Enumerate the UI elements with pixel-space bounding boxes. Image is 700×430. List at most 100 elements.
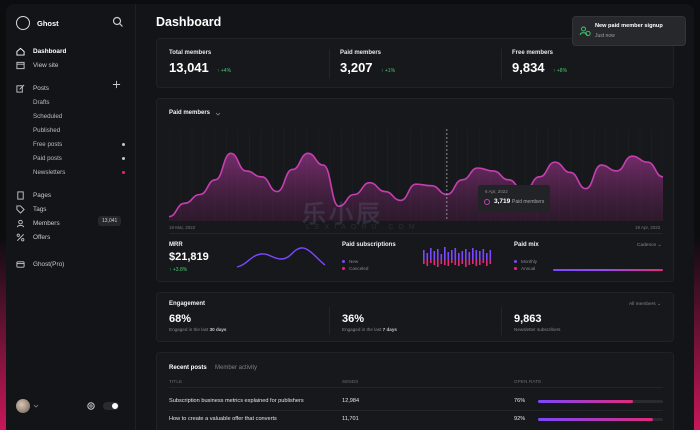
sidebar-item-label: Scheduled — [33, 112, 63, 120]
avatar[interactable] — [16, 399, 30, 413]
divider — [169, 387, 663, 388]
newsletter-subscribers-desc: Newsletter subscribers — [514, 327, 561, 332]
delta-text: +3.8% — [172, 267, 188, 273]
cadence-dropdown[interactable]: Cadence ⌄ — [637, 243, 662, 248]
sidebar-item-label: Drafts — [33, 98, 50, 106]
sidebar-item-scheduled[interactable]: Scheduled — [33, 111, 125, 121]
page-title: Dashboard — [156, 15, 222, 29]
sidebar-item-label: View site — [33, 61, 59, 69]
tab-recent-posts[interactable]: Recent posts — [169, 365, 207, 371]
subscription-canceled-bar — [475, 260, 478, 266]
subscription-new-bar — [426, 253, 429, 260]
tooltip-value: 3,719 — [494, 198, 511, 205]
paid-members-card: Paid members 19 Mar, 2022 19 Apr, 2022 M… — [156, 98, 674, 282]
legend-dot — [342, 267, 345, 270]
sidebar-item-drafts[interactable]: Drafts — [33, 97, 125, 107]
open-rate-bar — [538, 400, 663, 403]
sidebar-item-tags[interactable]: Tags — [16, 204, 47, 214]
sidebar-item-posts[interactable]: Posts — [16, 83, 49, 93]
sidebar-item-ghost-pro[interactable]: Ghost(Pro) — [16, 259, 64, 269]
sidebar-item-view-site[interactable]: View site — [16, 60, 58, 70]
engaged-30-days-value: 68% — [169, 313, 192, 325]
app-window: Ghost Dashboard View site Posts Drafts S… — [6, 4, 694, 430]
mrr-delta: ↑ +3.8% — [169, 267, 188, 273]
total-members-value: 13,041 — [169, 60, 209, 75]
subscription-canceled-bar — [482, 260, 485, 263]
paid-members-area-chart[interactable] — [169, 129, 663, 221]
legend-label: New — [349, 259, 359, 264]
sidebar-item-label: Tags — [33, 205, 47, 213]
sidebar-item-paid-posts[interactable]: Paid posts — [33, 153, 125, 163]
post-sends: 12,984 — [342, 398, 360, 404]
subscription-canceled-bar — [454, 260, 457, 265]
sidebar-item-offers[interactable]: Offers — [16, 232, 50, 242]
legend-dot — [342, 260, 345, 263]
subscription-canceled-bar — [451, 260, 453, 263]
post-title[interactable]: Subscription business metrics explained … — [169, 398, 304, 404]
sidebar-item-label: Free posts — [33, 140, 63, 148]
post-open-rate: 76% — [514, 398, 526, 404]
subscription-new-bar — [447, 252, 450, 260]
sidebar-item-label: Members — [33, 219, 60, 227]
tab-member-activity[interactable]: Member activity — [215, 365, 258, 371]
legend-label: Canceled — [349, 266, 369, 271]
subscription-new-bar — [479, 251, 481, 260]
chart-tooltip: 6 Apr, 2022 3,719 Paid members — [478, 185, 550, 212]
sidebar-item-free-posts[interactable]: Free posts — [33, 139, 125, 149]
divider — [329, 307, 330, 335]
subscription-new-bar — [451, 250, 453, 260]
member-stats-card: Total members 13,041 ↑ +4% Paid members … — [156, 38, 674, 88]
paid-mix-bar — [553, 269, 663, 271]
paid-members-label: Paid members — [340, 50, 382, 56]
sidebar-item-published[interactable]: Published — [33, 125, 125, 135]
subscription-canceled-bar — [461, 260, 464, 264]
paid-members-delta: ↑ +1% — [381, 68, 396, 74]
subscription-new-bar — [430, 248, 432, 260]
subscription-canceled-bar — [433, 260, 436, 265]
sidebar-item-newsletters[interactable]: Newsletters — [33, 167, 125, 177]
engaged-7-days-desc: Engaged in the last 7 days — [342, 327, 397, 332]
new-post-plus-icon[interactable] — [112, 80, 121, 89]
brand[interactable]: Ghost — [16, 16, 59, 30]
subscription-new-bar — [465, 249, 467, 260]
sidebar-item-label: Newsletters — [33, 168, 66, 176]
sidebar-item-label: Ghost(Pro) — [33, 260, 65, 268]
search-icon[interactable] — [112, 16, 124, 28]
subscription-new-bar — [486, 253, 488, 260]
column-header-open-rate: OPEN RATE — [514, 379, 542, 384]
desc-text: Engaged in the last — [342, 327, 382, 332]
subscription-new-bar — [437, 249, 439, 260]
subscription-canceled-bar — [458, 260, 460, 266]
subscription-new-bar — [475, 250, 478, 260]
notification-toast[interactable]: New paid member signup Just now — [572, 16, 686, 46]
open-rate-bar-fill — [538, 418, 653, 421]
theme-toggle[interactable] — [103, 402, 119, 410]
all-members-dropdown[interactable]: All members ⌄ — [629, 302, 662, 307]
open-rate-bar — [538, 418, 663, 421]
paid-posts-dot — [122, 156, 125, 160]
chevron-down-icon[interactable] — [215, 111, 221, 117]
subscription-canceled-bar — [444, 260, 446, 265]
desc-bold: 30 days — [209, 327, 227, 332]
divider — [169, 410, 663, 411]
total-members-label: Total members — [169, 50, 212, 56]
sidebar-item-label: Pages — [33, 191, 52, 199]
sidebar-item-pages[interactable]: Pages — [16, 190, 51, 200]
gear-icon[interactable] — [86, 401, 96, 411]
engagement-card: Engagement All members ⌄ 68% Engaged in … — [156, 292, 674, 342]
dropdown-label: All members — [629, 302, 656, 307]
chevron-down-icon[interactable] — [33, 403, 39, 409]
sidebar-item-members[interactable]: Members — [16, 218, 60, 228]
home-icon — [16, 47, 25, 56]
subscription-new-bar — [444, 247, 446, 260]
subscription-new-bar — [458, 253, 460, 260]
watermark-subtext: LEXIAOHU.COM — [306, 224, 420, 231]
window-icon — [16, 61, 25, 69]
subscription-canceled-bar — [426, 260, 429, 266]
subscription-new-bar — [423, 250, 425, 260]
legend-monthly: Monthly — [514, 259, 537, 264]
members-icon — [16, 219, 25, 227]
tooltip-dot — [484, 199, 490, 205]
post-title[interactable]: How to create a valuable offer that conv… — [169, 416, 277, 422]
sidebar-item-dashboard[interactable]: Dashboard — [16, 46, 66, 56]
